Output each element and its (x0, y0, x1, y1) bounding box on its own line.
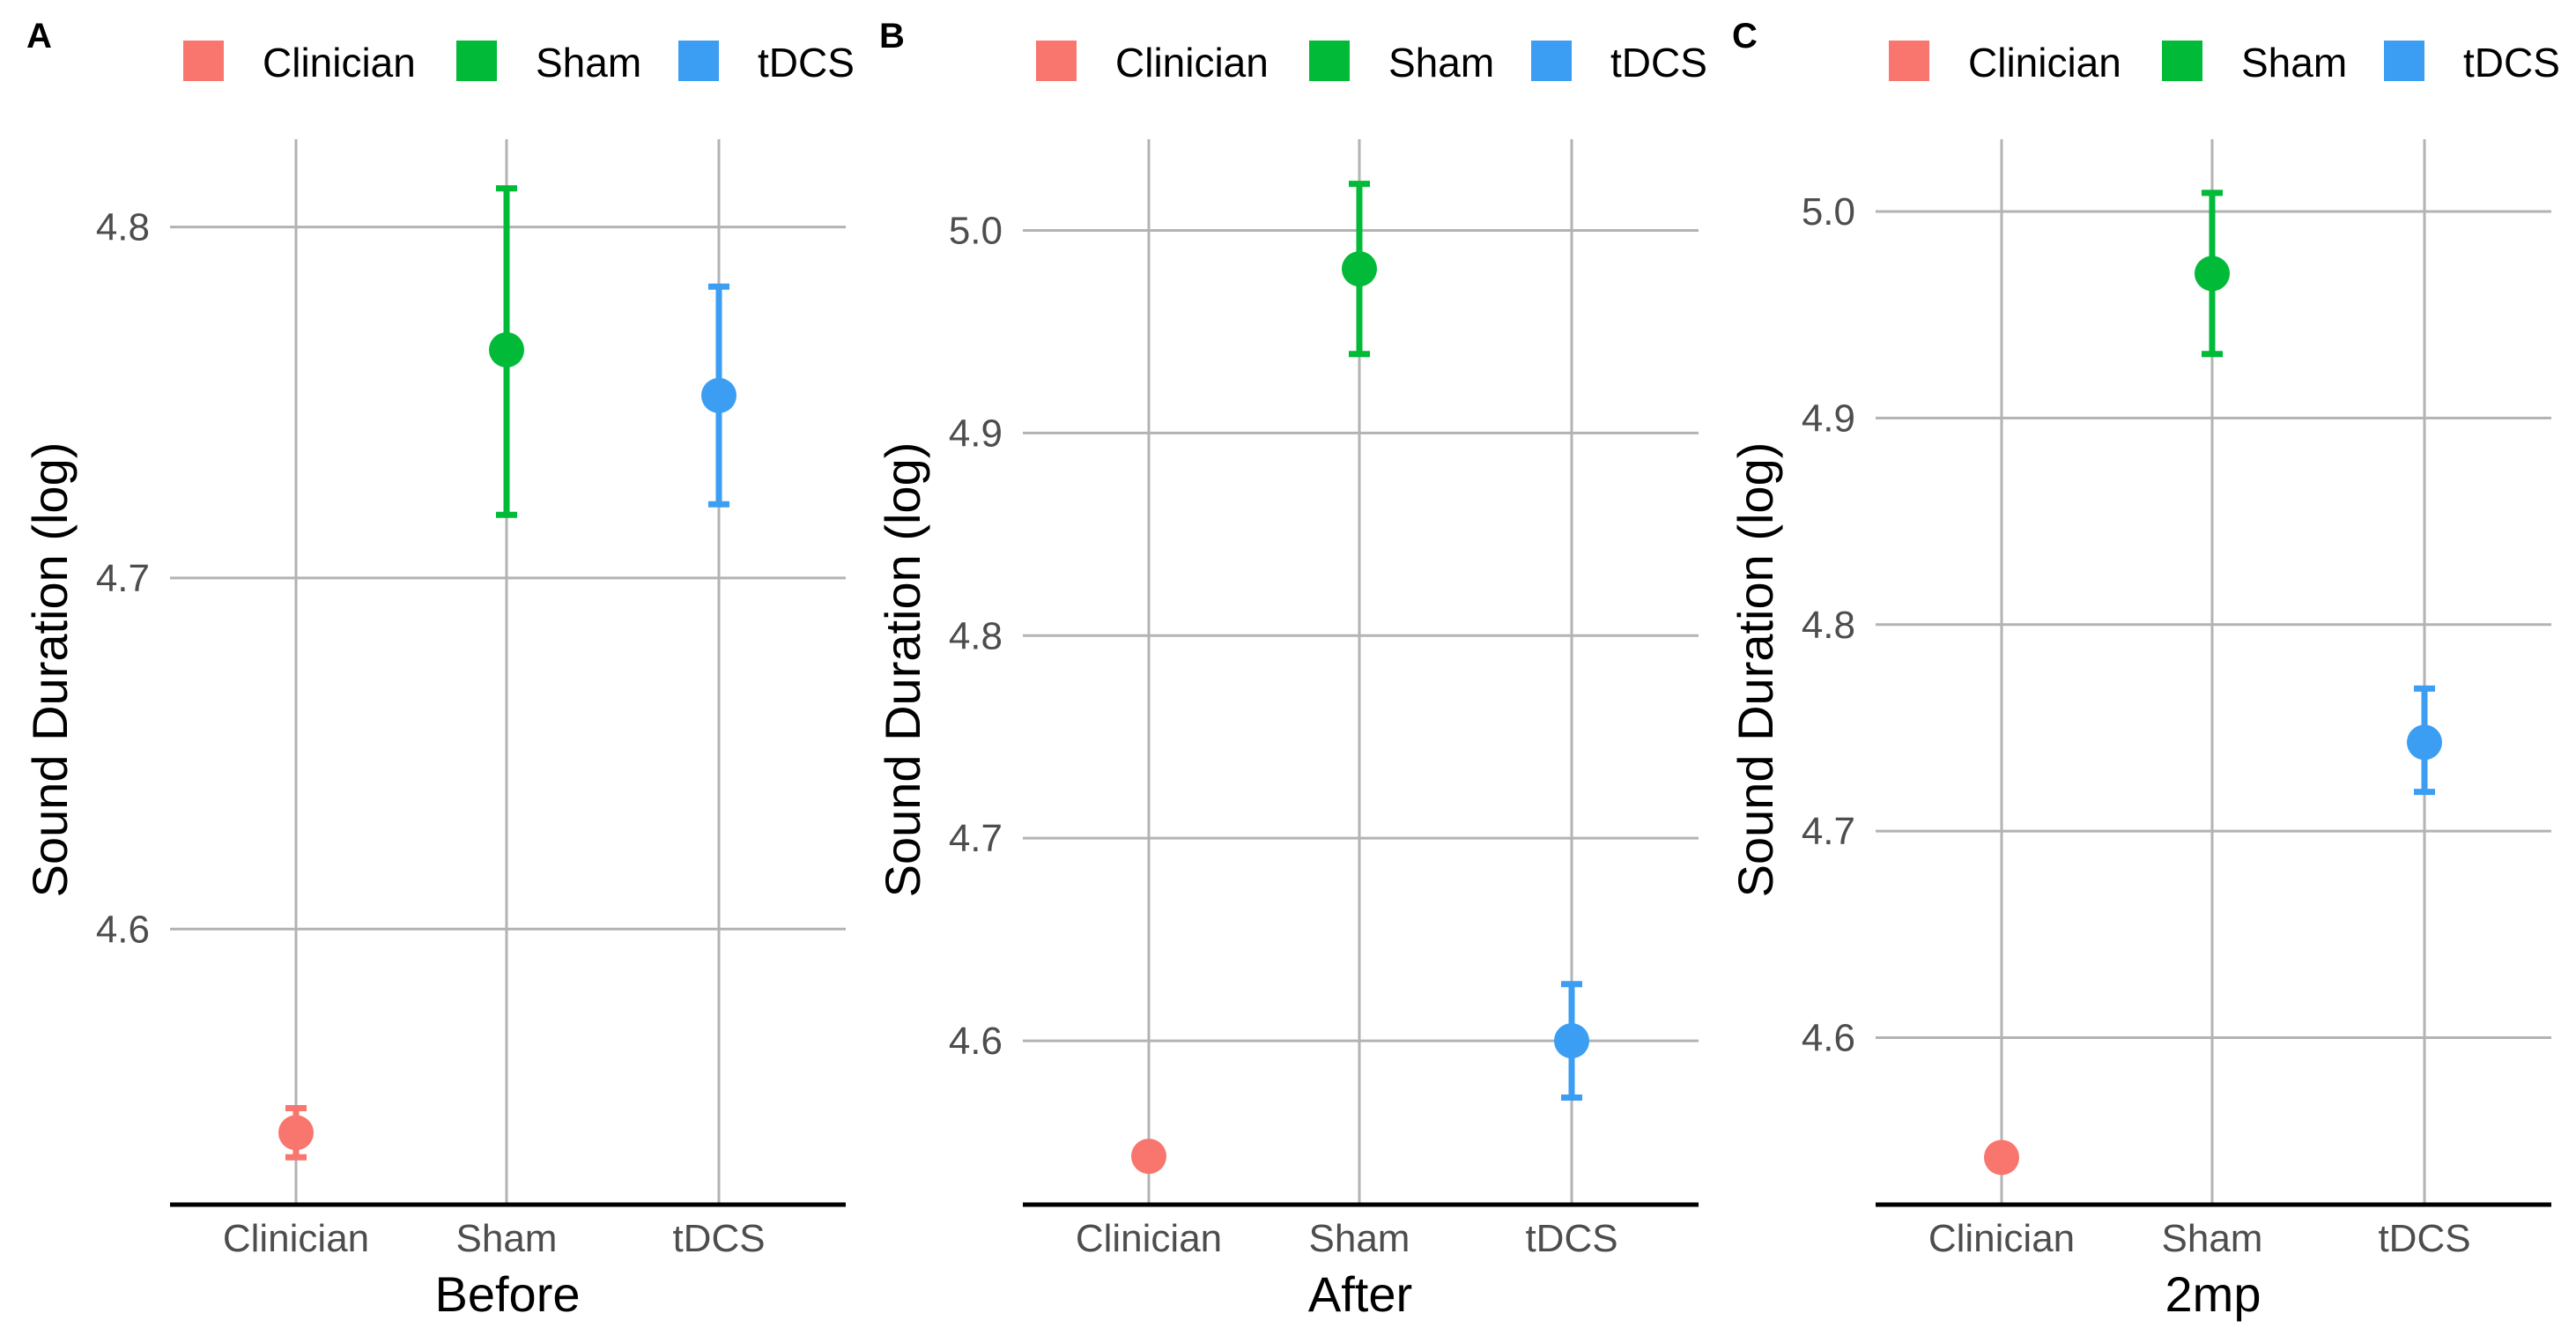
y-tick-label: 4.6 (949, 1020, 1003, 1063)
y-tick-label: 4.9 (949, 412, 1003, 455)
x-tick-label: Sham (456, 1217, 558, 1260)
point-clinician (1984, 1139, 2019, 1176)
legend-key-sham (1309, 41, 1350, 81)
legend-label-clinician: Clinician (1968, 40, 2121, 85)
point-sham (489, 332, 524, 368)
legend-label-sham: Sham (1388, 40, 1494, 85)
x-tick-label: Clinician (223, 1217, 369, 1260)
legend-key-tdcs (1531, 41, 1572, 81)
legend-label-tdcs: tDCS (1610, 40, 1707, 85)
x-tick-label: Clinician (1076, 1217, 1222, 1260)
x-tick-label: Clinician (1928, 1217, 2075, 1260)
y-axis-title: Sound Duration (log) (22, 442, 78, 898)
y-tick-label: 4.7 (96, 557, 150, 600)
y-tick-label: 4.8 (949, 614, 1003, 657)
point-sham (1342, 251, 1377, 287)
panel-a: A Clinician Sham tDCS 4.6 4.7 4.8 Clinician Sham… (22, 17, 855, 1322)
legend-key-tdcs (2384, 41, 2424, 81)
x-tick-label: Sham (2162, 1217, 2263, 1260)
point-tdcs (701, 377, 737, 413)
legend-key-clinician (1889, 41, 1929, 81)
point-tdcs (2407, 724, 2442, 761)
panel-letter: C (1732, 17, 1758, 56)
panel-c: C Clinician Sham tDCS 4.6 4.7 4.8 4.9 5.0 Clinici… (1728, 17, 2560, 1322)
legend-key-tdcs (678, 41, 719, 81)
point-clinician (1131, 1139, 1166, 1175)
y-tick-label: 4.7 (949, 817, 1003, 860)
legend-key-sham (2162, 41, 2202, 81)
x-tick-label: Sham (1309, 1217, 1410, 1260)
legend-label-tdcs: tDCS (758, 40, 855, 85)
y-tick-label: 4.9 (1802, 397, 1855, 440)
panel-b: B Clinician Sham tDCS 4.6 4.7 4.8 4.9 5.0 Clinici… (875, 17, 1707, 1322)
y-tick-label: 4.7 (1802, 810, 1855, 853)
y-axis-title: Sound Duration (log) (875, 442, 930, 898)
x-axis-title: Before (435, 1266, 581, 1322)
x-tick-label: tDCS (1525, 1217, 1617, 1260)
legend-label-tdcs: tDCS (2463, 40, 2560, 85)
point-sham (2195, 256, 2230, 292)
legend-key-sham (456, 41, 497, 81)
legend-label-clinician: Clinician (1115, 40, 1269, 85)
point-tdcs (1554, 1023, 1589, 1059)
y-tick-label: 5.0 (1802, 190, 1855, 234)
x-axis-title: 2mp (2165, 1266, 2261, 1322)
y-tick-label: 5.0 (949, 209, 1003, 252)
legend-label-sham: Sham (2241, 40, 2347, 85)
y-axis-title: Sound Duration (log) (1728, 442, 1783, 898)
x-tick-label: tDCS (672, 1217, 765, 1260)
point-clinician (278, 1115, 314, 1151)
legend-key-clinician (1036, 41, 1077, 81)
y-tick-label: 4.6 (1802, 1017, 1855, 1060)
y-tick-label: 4.8 (1802, 604, 1855, 647)
y-tick-label: 4.6 (96, 908, 150, 951)
panel-letter: A (26, 17, 52, 56)
legend-label-sham: Sham (536, 40, 641, 85)
x-axis-title: After (1308, 1266, 1412, 1322)
y-tick-label: 4.8 (96, 206, 150, 249)
panel-letter: B (879, 17, 905, 56)
legend-key-clinician (183, 41, 224, 81)
x-tick-label: tDCS (2378, 1217, 2470, 1260)
legend-label-clinician: Clinician (263, 40, 416, 85)
